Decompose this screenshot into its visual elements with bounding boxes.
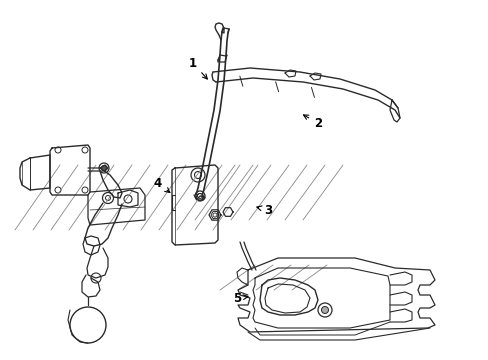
Text: 5: 5 — [232, 292, 247, 305]
Circle shape — [321, 306, 328, 314]
Text: 2: 2 — [303, 115, 322, 130]
Text: 4: 4 — [154, 176, 169, 193]
Text: 1: 1 — [188, 57, 207, 79]
Text: 3: 3 — [256, 203, 271, 216]
Circle shape — [102, 166, 106, 171]
